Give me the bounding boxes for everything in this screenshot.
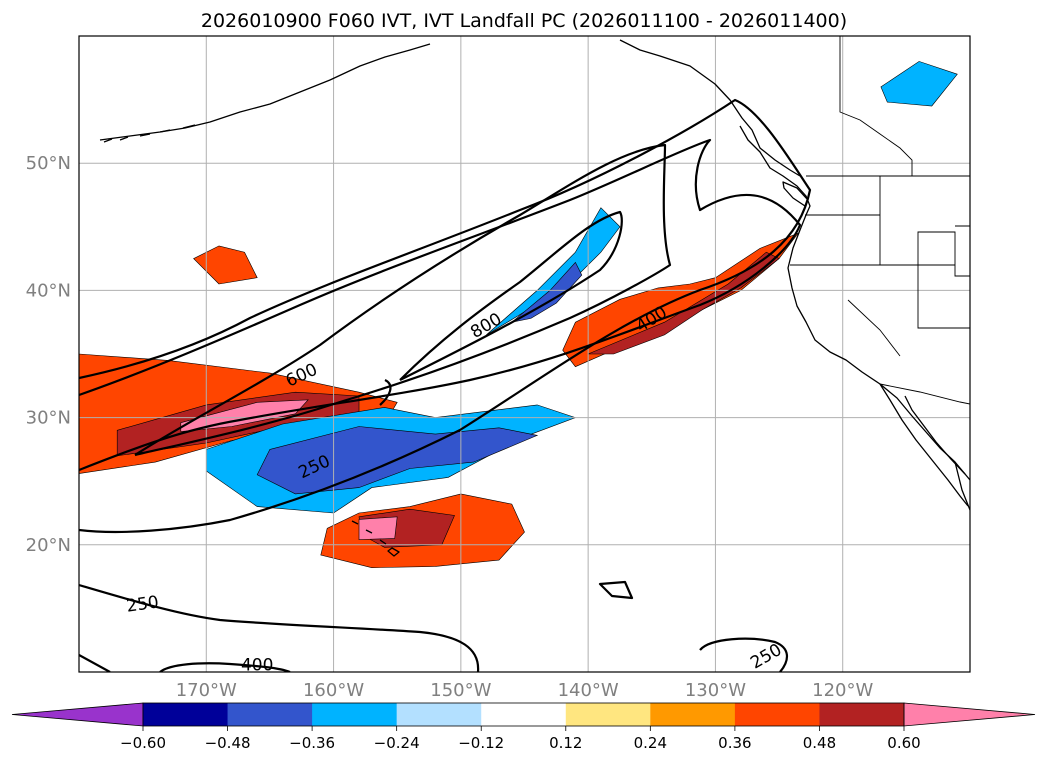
aleutian-islands	[103, 124, 196, 143]
x-tick-label: 130°W	[685, 680, 746, 701]
x-tick-label: 120°W	[812, 680, 873, 701]
ivt-contour-800	[399, 210, 623, 381]
contour-label-400: 400	[241, 656, 273, 676]
x-tick-label: 140°W	[558, 680, 619, 701]
colorbar-segment	[227, 703, 313, 726]
british-columbia-coast	[739, 125, 811, 216]
colorbar-tick-label: −0.24	[374, 734, 420, 752]
colorbar-tick-label: −0.48	[205, 734, 251, 752]
us-mexico-border	[879, 383, 970, 405]
mexico-coast	[954, 461, 970, 511]
x-tick-label: 170°W	[176, 680, 237, 701]
map-background	[79, 36, 970, 672]
gridlines	[79, 36, 970, 672]
colorbar-segment	[650, 703, 736, 726]
colorbar-tick-label: −0.60	[120, 734, 166, 752]
ivt-contour-250-southeast	[699, 637, 788, 672]
alaska-canada-border	[839, 36, 913, 176]
y-tick-label: 40°N	[26, 280, 71, 301]
colorbar-tick-label: 0.12	[549, 734, 582, 752]
colorbar-tick-label: 0.24	[634, 734, 667, 752]
coastlines	[99, 36, 970, 557]
x-tick-label: 150°W	[430, 680, 491, 701]
colorbar: −0.60 −0.48 −0.36 −0.24 −0.12 0.12 0.24 0.36 0.4…	[11, 702, 1036, 752]
colorbar-extend-low	[11, 702, 144, 727]
colorbar-segment	[565, 703, 651, 726]
ivt-contour-400-main	[79, 138, 802, 472]
colorbar-segment	[481, 703, 567, 726]
colorbar-segment	[396, 703, 482, 726]
ivt-contour-250-lower	[79, 583, 480, 672]
colorbar-tick-label: −0.36	[289, 734, 335, 752]
y-tick-label: 20°N	[26, 535, 71, 556]
pc-region-pink-2	[180, 399, 309, 432]
pc-region-orange-red-13	[193, 245, 258, 285]
colorbar-segment	[143, 703, 229, 726]
baja-california	[879, 383, 969, 507]
colorbar-segment	[734, 703, 820, 726]
ivt-contour-250-main	[79, 98, 812, 534]
y-tick-label: 50°N	[26, 153, 71, 174]
y-axis-ticks: 20°N 30°N 40°N 50°N	[26, 153, 71, 556]
y-tick-label: 30°N	[26, 408, 71, 429]
colorbar-tick-label: 0.36	[718, 734, 751, 752]
pc-region-blue-12	[880, 61, 958, 107]
ivt-contour-400-lower	[79, 654, 291, 672]
ivt-contour-small	[379, 379, 634, 600]
x-tick-label: 160°W	[303, 680, 364, 701]
hawaii-islands	[351, 520, 400, 557]
chart-title: 2026010900 F060 IVT, IVT Landfall PC (20…	[201, 10, 847, 32]
us-west-coast	[787, 214, 970, 481]
colorbar-extend-high	[903, 702, 1036, 727]
pc-shading	[79, 61, 958, 569]
x-axis-ticks: 170°W 160°W 150°W 140°W 130°W 120°W	[176, 680, 874, 701]
ivt-contours	[79, 98, 812, 672]
us-state-borders	[790, 176, 970, 357]
colorbar-frame	[142, 702, 905, 727]
contour-label-250: 250	[125, 592, 160, 616]
colorbar-segment	[312, 703, 398, 726]
colorbar-tick-label: 0.60	[887, 734, 920, 752]
ivt-contour-600	[134, 143, 672, 457]
map-frame	[78, 35, 971, 673]
colorbar-segment	[819, 703, 905, 726]
colorbar-tick-label: 0.48	[803, 734, 836, 752]
pc-region-pink-7	[358, 516, 398, 541]
gulf-of-alaska-coast	[619, 39, 801, 177]
colorbar-tick-label: −0.12	[458, 734, 504, 752]
